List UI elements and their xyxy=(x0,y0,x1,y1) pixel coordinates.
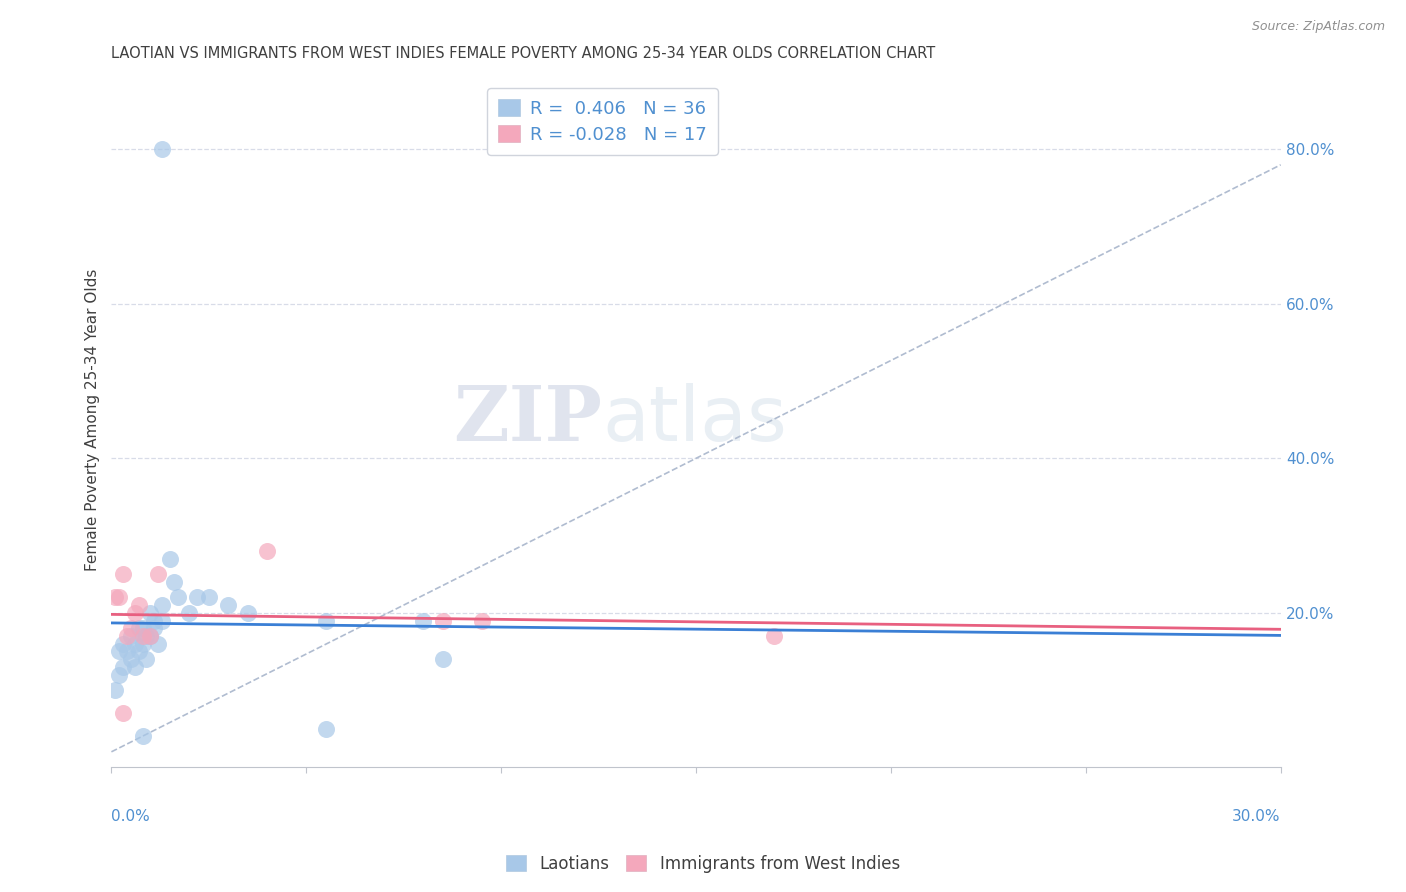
Point xyxy=(115,629,138,643)
Point xyxy=(131,637,153,651)
Point xyxy=(120,652,142,666)
Point xyxy=(163,574,186,589)
Point xyxy=(143,621,166,635)
Text: ZIP: ZIP xyxy=(454,383,603,457)
Point xyxy=(150,142,173,156)
Point xyxy=(471,614,494,628)
Point xyxy=(124,606,146,620)
Legend: R =  0.406   N = 36, R = -0.028   N = 17: R = 0.406 N = 36, R = -0.028 N = 17 xyxy=(486,88,718,154)
Point xyxy=(108,644,131,658)
Point xyxy=(112,660,135,674)
Point xyxy=(120,629,142,643)
Point xyxy=(112,637,135,651)
Point xyxy=(148,567,170,582)
Point xyxy=(139,606,162,620)
Point xyxy=(159,551,181,566)
Point xyxy=(143,614,166,628)
Point xyxy=(108,667,131,681)
Point xyxy=(139,629,162,643)
Text: 0.0%: 0.0% xyxy=(111,809,150,824)
Point xyxy=(150,614,173,628)
Text: 30.0%: 30.0% xyxy=(1232,809,1281,824)
Point xyxy=(186,591,208,605)
Text: atlas: atlas xyxy=(603,383,787,457)
Point xyxy=(256,544,278,558)
Point xyxy=(115,644,138,658)
Point xyxy=(135,652,157,666)
Text: Source: ZipAtlas.com: Source: ZipAtlas.com xyxy=(1251,20,1385,33)
Point xyxy=(112,567,135,582)
Point xyxy=(124,660,146,674)
Point xyxy=(120,621,142,635)
Point xyxy=(217,598,239,612)
Point xyxy=(432,652,454,666)
Point xyxy=(124,637,146,651)
Y-axis label: Female Poverty Among 25-34 Year Olds: Female Poverty Among 25-34 Year Olds xyxy=(86,268,100,571)
Point xyxy=(236,606,259,620)
Point xyxy=(150,598,173,612)
Point xyxy=(763,629,786,643)
Point xyxy=(412,614,434,628)
Point xyxy=(198,591,221,605)
Point xyxy=(104,591,127,605)
Point xyxy=(131,730,153,744)
Legend: Laotians, Immigrants from West Indies: Laotians, Immigrants from West Indies xyxy=(499,848,907,880)
Point xyxy=(148,637,170,651)
Text: LAOTIAN VS IMMIGRANTS FROM WEST INDIES FEMALE POVERTY AMONG 25-34 YEAR OLDS CORR: LAOTIAN VS IMMIGRANTS FROM WEST INDIES F… xyxy=(111,46,935,62)
Point xyxy=(315,722,337,736)
Point xyxy=(166,591,188,605)
Point xyxy=(432,614,454,628)
Point xyxy=(315,614,337,628)
Point xyxy=(108,591,131,605)
Point xyxy=(139,629,162,643)
Point xyxy=(128,598,150,612)
Point xyxy=(135,629,157,643)
Point xyxy=(131,621,153,635)
Point xyxy=(112,706,135,721)
Point xyxy=(131,629,153,643)
Point xyxy=(179,606,201,620)
Point xyxy=(128,644,150,658)
Point xyxy=(128,621,150,635)
Point xyxy=(104,683,127,698)
